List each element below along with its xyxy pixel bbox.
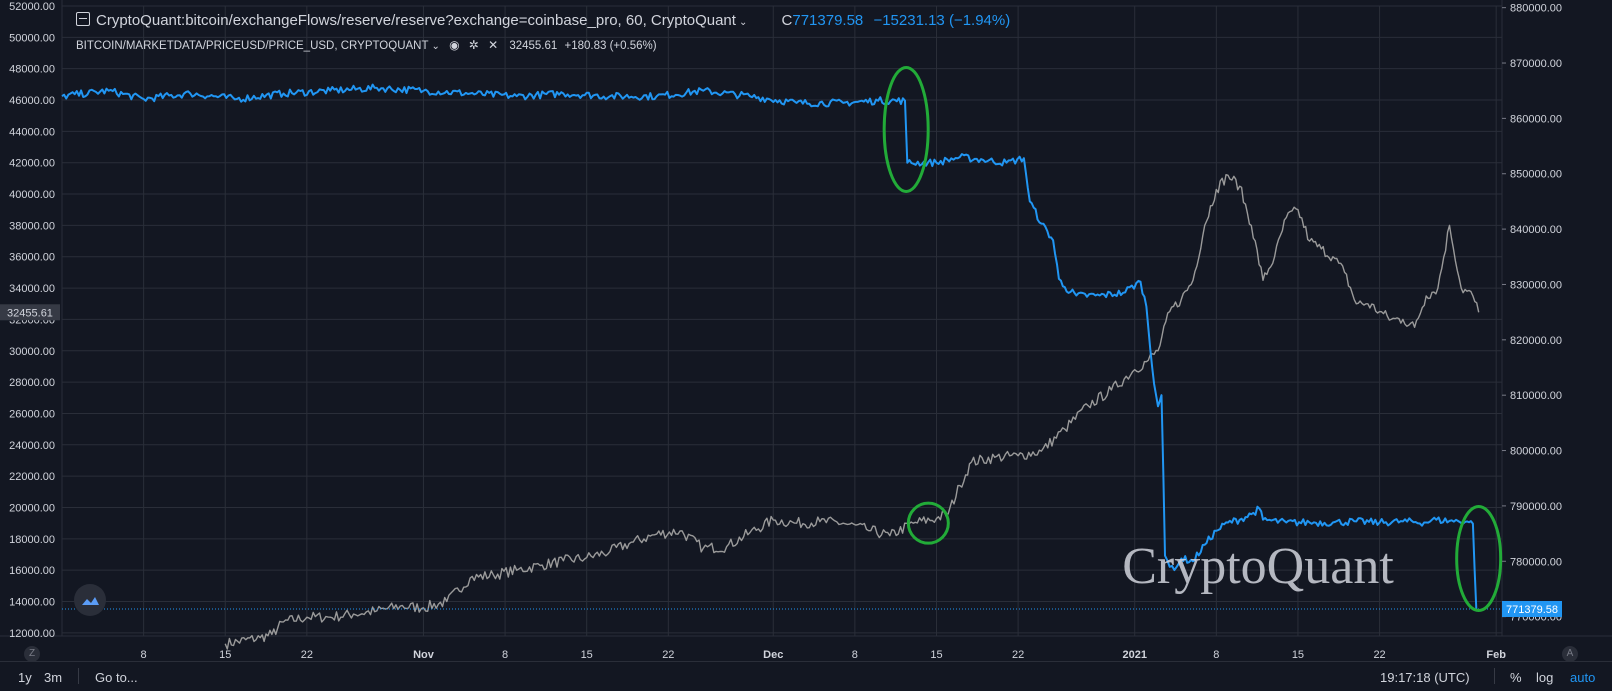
auto-toggle[interactable]: auto [1570, 670, 1596, 685]
left-tick-label: 26000.00 [9, 408, 55, 420]
right-tick-label: 790000.00 [1510, 501, 1562, 513]
series-layer [61, 83, 1502, 650]
time-tick-label: 8 [502, 649, 508, 661]
time-tick-label: 8 [141, 649, 147, 661]
annotation-ellipse [1455, 504, 1503, 612]
right-tick-label: 800000.00 [1510, 446, 1562, 458]
legend-reserve-name: CryptoQuant:bitcoin/exchangeFlows/reserv… [96, 12, 736, 29]
right-tick-label: 810000.00 [1510, 390, 1562, 402]
left-tick-label: 22000.00 [9, 471, 55, 483]
reserve-line [61, 83, 1478, 609]
bottom-toolbar: 1y 3m Go to... 19:17:18 (UTC) % log auto [0, 661, 1612, 691]
left-tick-label: 28000.00 [9, 377, 55, 389]
price-badge-bg [0, 304, 60, 321]
range-1y-button[interactable]: 1y [18, 670, 32, 685]
right-tick-label: 830000.00 [1510, 279, 1562, 291]
log-toggle[interactable]: log [1536, 670, 1554, 685]
legend-change-pct: (−1.94%) [948, 12, 1011, 29]
time-axis[interactable]: 8 15 22 Nov 8 15 22 Dec 8 15 22 2021 8 15 22 Feb [141, 649, 1507, 661]
cloud-logo-icon [82, 597, 99, 605]
legend-close-value: 771379.58 [792, 12, 864, 29]
right-tick-label: 850000.00 [1510, 169, 1562, 181]
legend-price-change-pct: (+0.56%) [609, 40, 657, 52]
time-tick-label: 15 [581, 649, 593, 661]
grid [0, 0, 1612, 637]
time-tick-label: 8 [1213, 649, 1219, 661]
left-tick-label: 50000.00 [9, 32, 55, 44]
chevron-down-icon[interactable]: ⌄ [431, 41, 440, 52]
watermark-text: CryptoQuant [1122, 538, 1394, 595]
annotation-ellipse [906, 501, 950, 545]
left-tick-label: 20000.00 [9, 502, 55, 514]
reserve-last-badge: 771379.58 [1506, 604, 1558, 616]
left-tick-label: 42000.00 [9, 158, 55, 170]
axis-badges: 32455.61 771379.58 [0, 304, 1562, 617]
legend-price-name: BITCOIN/MARKETDATA/PRICEUSD/PRICE_USD, C… [76, 40, 429, 52]
right-tick-label: 820000.00 [1510, 335, 1562, 347]
tradingview-logo-button[interactable] [74, 584, 106, 616]
time-tick-label: 15 [1292, 649, 1304, 661]
annotation-layer [882, 65, 1503, 612]
time-tick-label: 15 [930, 649, 942, 661]
left-tick-label: 18000.00 [9, 534, 55, 546]
time-tick-label: 2021 [1122, 649, 1146, 661]
left-tick-label: 34000.00 [9, 283, 55, 295]
time-tick-label: Dec [763, 649, 783, 661]
right-tick-label: 780000.00 [1510, 556, 1562, 568]
left-tick-label: 24000.00 [9, 440, 55, 452]
close-icon[interactable]: ✕ [488, 38, 499, 52]
legend-series-reserve[interactable]: CryptoQuant:bitcoin/exchangeFlows/reserv… [76, 12, 1010, 29]
time-tick-label: Feb [1486, 649, 1506, 661]
time-tick-label: 22 [1373, 649, 1385, 661]
left-tick-label: 14000.00 [9, 597, 55, 609]
zoom-corner-button[interactable]: Z [24, 646, 40, 662]
price-last-badge: 32455.61 [7, 307, 53, 319]
left-tick-label: 40000.00 [9, 189, 55, 201]
legend-price-value: 32455.61 [509, 40, 558, 52]
right-tick-label: 840000.00 [1510, 224, 1562, 236]
legend-series-price[interactable]: BITCOIN/MARKETDATA/PRICEUSD/PRICE_USD, C… [76, 38, 657, 52]
left-tick-label: 48000.00 [9, 64, 55, 76]
left-tick-label: 16000.00 [9, 565, 55, 577]
chevron-down-icon[interactable]: ⌄ [738, 17, 748, 28]
collapse-legend-icon[interactable] [76, 12, 90, 26]
gear-icon[interactable]: ✲ [468, 38, 479, 52]
auto-corner-button[interactable]: A [1562, 646, 1578, 662]
left-tick-label: 46000.00 [9, 95, 55, 107]
time-tick-label: 22 [1012, 649, 1024, 661]
goto-button[interactable]: Go to... [95, 670, 138, 685]
annotation-ellipse [882, 65, 930, 193]
time-tick-label: 8 [852, 649, 858, 661]
time-tick-label: 22 [662, 649, 674, 661]
legend-close-label: C [781, 12, 793, 29]
clock-time: 19:17:18 (UTC) [1380, 670, 1470, 685]
time-tick-label: 22 [301, 649, 313, 661]
time-tick-label: Nov [413, 649, 435, 661]
right-tick-label: 860000.00 [1510, 113, 1562, 125]
legend-change: −15231.13 [873, 12, 945, 29]
left-tick-label: 52000.00 [9, 1, 55, 13]
left-tick-label: 36000.00 [9, 252, 55, 264]
left-tick-label: 12000.00 [9, 628, 55, 640]
eye-icon[interactable]: ◉ [449, 38, 460, 52]
percent-toggle[interactable]: % [1510, 670, 1522, 685]
left-price-axis[interactable]: 12000.00 14000.00 16000.00 18000.00 20000.00… [9, 1, 55, 640]
right-price-axis[interactable]: 770000.00780000.00790000.00800000.008100… [1502, 3, 1562, 624]
price-usd-line [224, 174, 1480, 650]
right-tick-label: 870000.00 [1510, 58, 1562, 70]
legend-price-change: +180.83 [564, 40, 607, 52]
left-tick-label: 44000.00 [9, 126, 55, 138]
left-tick-label: 38000.00 [9, 220, 55, 232]
time-tick-label: 15 [219, 649, 231, 661]
range-3m-button[interactable]: 3m [44, 670, 63, 685]
reserve-badge-bg [1502, 600, 1562, 617]
right-tick-label: 880000.00 [1510, 3, 1562, 15]
left-tick-label: 30000.00 [9, 346, 55, 358]
